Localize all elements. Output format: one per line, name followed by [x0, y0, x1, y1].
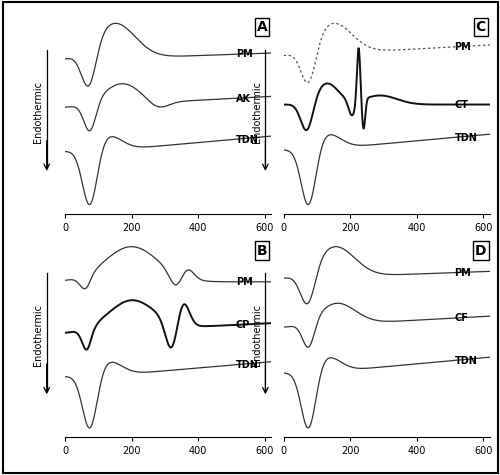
Text: D: D — [475, 244, 486, 257]
Text: PM: PM — [236, 277, 252, 287]
Text: TDN: TDN — [236, 135, 259, 145]
Text: Endothermic: Endothermic — [34, 81, 43, 143]
Text: CT: CT — [454, 100, 468, 110]
Text: PM: PM — [454, 268, 471, 278]
Text: CF: CF — [454, 314, 468, 323]
Text: PM: PM — [236, 49, 252, 59]
Text: TDN: TDN — [236, 360, 259, 370]
Text: C: C — [476, 20, 486, 34]
Text: Endothermic: Endothermic — [252, 304, 262, 366]
Text: AK: AK — [236, 94, 251, 104]
Text: CP: CP — [236, 320, 250, 330]
Text: B: B — [256, 244, 268, 257]
Text: TDN: TDN — [454, 133, 477, 143]
Text: Endothermic: Endothermic — [252, 81, 262, 143]
Text: PM: PM — [454, 42, 471, 52]
Text: Endothermic: Endothermic — [34, 304, 43, 366]
Text: A: A — [256, 20, 268, 34]
Text: TDN: TDN — [454, 356, 477, 366]
